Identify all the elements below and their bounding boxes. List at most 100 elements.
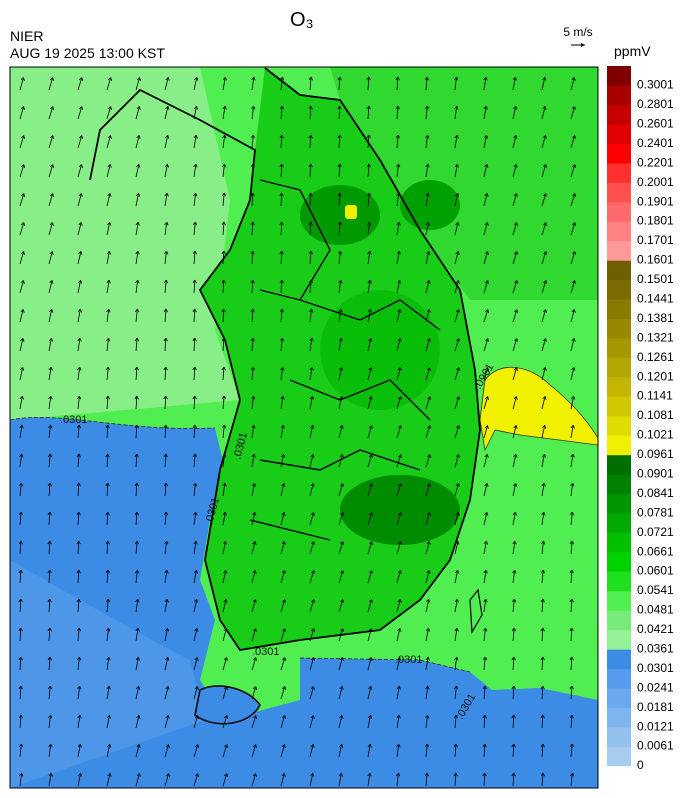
colorbar-label: 0.1801 bbox=[637, 214, 674, 228]
wind-arrow bbox=[570, 77, 575, 91]
wind-arrow-head bbox=[540, 656, 545, 661]
wind-arrow-head bbox=[309, 366, 314, 371]
wind-arrow bbox=[77, 106, 83, 120]
wind-arrow bbox=[512, 657, 515, 671]
wind-arrow bbox=[106, 599, 109, 613]
wind-arrow-head bbox=[192, 250, 198, 255]
wind-arrow bbox=[251, 715, 257, 729]
wind-arrow-head bbox=[308, 250, 313, 255]
wind-arrow-head bbox=[76, 569, 81, 574]
wind-arrow bbox=[338, 222, 341, 236]
wind-arrow bbox=[512, 367, 517, 381]
wind-arrow bbox=[135, 453, 138, 468]
wind-arrow bbox=[77, 744, 81, 758]
wind-arrow bbox=[193, 657, 198, 671]
wind-arrow-head bbox=[20, 338, 25, 342]
wind-arrow bbox=[454, 396, 460, 410]
wind-arrow bbox=[367, 425, 372, 439]
colorbar-swatch bbox=[607, 85, 631, 106]
wind-arrow-head bbox=[192, 308, 197, 313]
wind-arrow-head bbox=[571, 251, 576, 256]
wind-arrow bbox=[106, 628, 109, 642]
wind-arrow bbox=[280, 367, 284, 381]
wind-arrow-head bbox=[105, 482, 110, 487]
wind-arrow bbox=[396, 541, 402, 555]
wind-arrow-head bbox=[223, 570, 228, 574]
wind-arrow-head bbox=[47, 482, 52, 487]
wind-arrow bbox=[164, 686, 169, 700]
colorbar-swatch bbox=[607, 707, 631, 728]
wind-arrow-head bbox=[571, 193, 577, 198]
colorbar-swatch bbox=[607, 727, 631, 747]
wind-arrow-head bbox=[279, 192, 284, 197]
wind-arrow bbox=[541, 454, 545, 468]
wind-arrow bbox=[164, 657, 169, 671]
wind-arrow bbox=[135, 251, 139, 265]
wind-arrow bbox=[367, 396, 372, 410]
wind-arrow-head bbox=[251, 105, 256, 110]
wind-arrow bbox=[19, 715, 22, 729]
wind-arrow-head bbox=[484, 483, 489, 487]
wind-arrow bbox=[483, 541, 487, 555]
wind-arrow-head bbox=[484, 512, 489, 516]
wind-arrow-head bbox=[19, 424, 24, 429]
wind-arrow bbox=[338, 309, 342, 323]
wind-arrow-head bbox=[541, 540, 546, 545]
wind-arrow bbox=[164, 454, 167, 468]
wind-arrow-head bbox=[339, 628, 344, 633]
wind-arrow-head bbox=[135, 598, 140, 603]
wind-arrow-head bbox=[250, 308, 255, 313]
wind-arrow-head bbox=[47, 627, 52, 632]
wind-arrow bbox=[454, 541, 459, 555]
wind-arrow bbox=[106, 715, 110, 729]
wind-arrow-head bbox=[221, 424, 227, 429]
wind-arrow-head bbox=[76, 482, 81, 487]
colorbar-label: 0.1901 bbox=[637, 194, 674, 208]
wind-arrow-head bbox=[107, 773, 112, 777]
colorbar-label: 0.1501 bbox=[637, 272, 674, 286]
wind-arrow-head bbox=[193, 540, 198, 545]
wind-arrow bbox=[512, 512, 516, 526]
wind-arrow bbox=[280, 454, 284, 468]
wind-arrow-head bbox=[511, 656, 516, 661]
wind-arrow bbox=[338, 773, 342, 787]
wind-arrow bbox=[483, 338, 489, 352]
east-sea-green bbox=[330, 67, 598, 300]
wind-arrow-head bbox=[18, 511, 24, 516]
wind-arrow bbox=[164, 483, 167, 497]
wind-arrow-head bbox=[281, 541, 286, 545]
wind-arrow-head bbox=[20, 106, 25, 111]
wind-arrow-head bbox=[397, 367, 402, 371]
wind-arrow-head bbox=[192, 366, 197, 371]
wind-arrow bbox=[77, 338, 81, 352]
wind-arrow bbox=[222, 164, 225, 178]
wind-arrow bbox=[19, 627, 22, 642]
wind-arrow bbox=[48, 251, 53, 265]
wind-arrow bbox=[338, 570, 344, 584]
wind-arrow bbox=[338, 280, 342, 294]
wind-arrow bbox=[19, 396, 23, 410]
wind-arrow-head bbox=[163, 511, 169, 516]
colorbar-label: 0.0181 bbox=[637, 700, 674, 714]
wind-arrow bbox=[251, 425, 255, 439]
wind-arrow-head bbox=[250, 250, 255, 255]
wind-arrow bbox=[193, 366, 196, 381]
wind-arrow bbox=[367, 251, 371, 265]
wind-arrow-head bbox=[513, 135, 518, 139]
wind-arrow bbox=[541, 222, 547, 236]
wind-arrow bbox=[222, 193, 225, 207]
wind-arrow-head bbox=[308, 221, 313, 226]
wind-arrow-head bbox=[339, 744, 344, 748]
wind-arrow-head bbox=[542, 309, 547, 314]
wind-arrow bbox=[425, 773, 428, 787]
wind-arrow-head bbox=[455, 309, 460, 314]
wind-arrow-head bbox=[77, 308, 82, 313]
wind-arrow-head bbox=[19, 772, 24, 777]
timestamp: AUG 19 2025 13:00 KST bbox=[10, 45, 165, 61]
wind-arrow bbox=[48, 309, 53, 323]
wind-arrow-head bbox=[397, 628, 402, 632]
wind-arrow-head bbox=[193, 482, 198, 487]
wind-arrow bbox=[48, 483, 51, 497]
colorbar-label: 0.1141 bbox=[637, 389, 673, 403]
